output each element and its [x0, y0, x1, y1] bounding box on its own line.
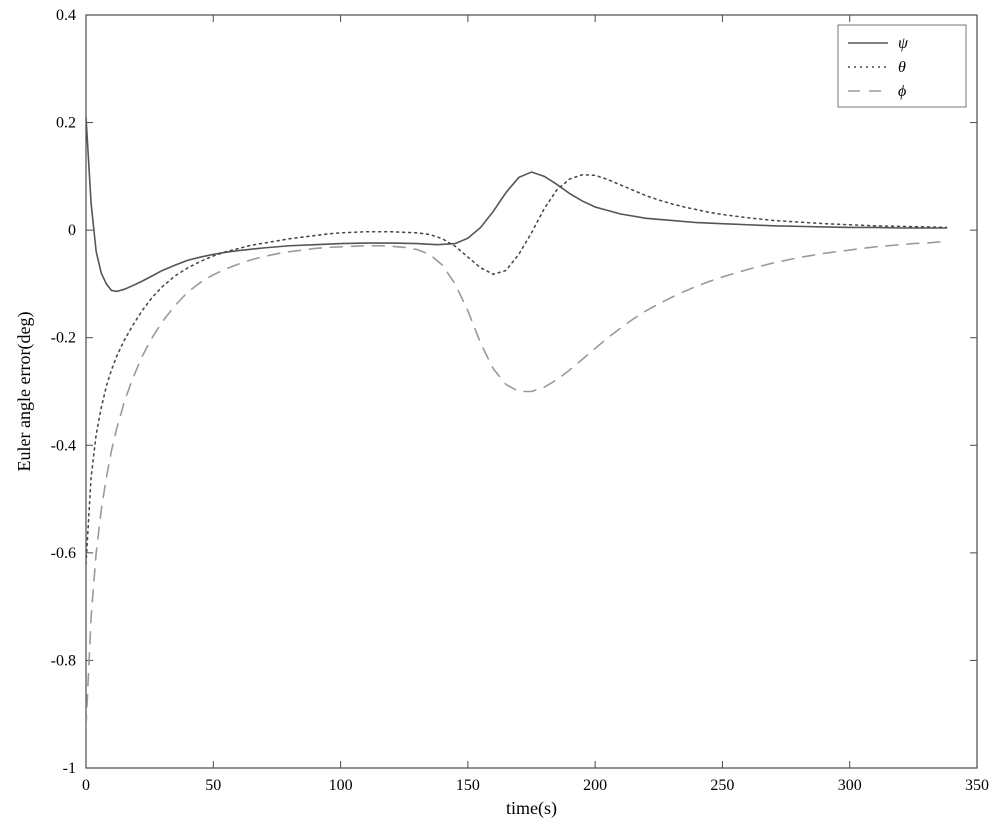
x-tick-label: 250 — [710, 777, 734, 794]
x-tick-label: 50 — [205, 777, 221, 794]
y-tick-label: 0 — [68, 222, 76, 239]
legend-label-phi: ϕ — [898, 83, 906, 100]
y-tick-label: -0.6 — [51, 545, 76, 562]
x-tick-label: 350 — [965, 777, 989, 794]
x-tick-label: 300 — [838, 777, 862, 794]
y-axis-label: Euler angle error(deg) — [14, 312, 35, 472]
x-tick-label: 200 — [583, 777, 607, 794]
euler-angle-error-chart: 0 50 100 150 200 250 300 350 -1 -0.8 -0.6 -0.4 -0.2 0… — [0, 0, 1000, 818]
y-tick-label: 0.2 — [56, 115, 76, 132]
y-tick-label: -0.8 — [51, 652, 76, 669]
x-axis-label: time(s) — [506, 798, 557, 818]
y-tick-label: -0.4 — [51, 437, 76, 454]
chart-svg: 0 50 100 150 200 250 300 350 -1 -0.8 -0.6 -0.4 -0.2 0… — [0, 0, 1000, 818]
legend-label-theta: θ — [898, 59, 906, 76]
y-tick-label: -1 — [63, 760, 76, 777]
x-tick-label: 100 — [329, 777, 353, 794]
x-tick-label: 150 — [456, 777, 480, 794]
y-tick-label: 0.4 — [56, 7, 76, 24]
x-tick-label: 0 — [82, 777, 90, 794]
legend-label-psi: ψ — [898, 35, 909, 52]
y-tick-label: -0.2 — [51, 330, 76, 347]
